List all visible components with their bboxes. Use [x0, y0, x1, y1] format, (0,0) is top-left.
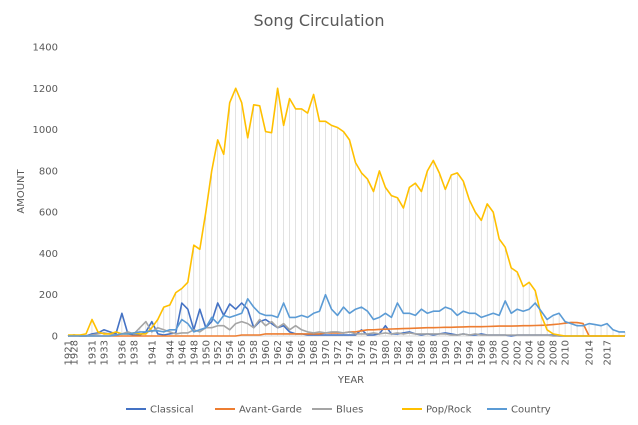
x-tick-label: 1996: [477, 340, 488, 365]
x-tick-label: 1954: [225, 340, 236, 365]
x-tick-label: 1946: [177, 340, 188, 365]
y-axis-ticks: 0 200 400 600 800 1000 1200 1400: [33, 43, 58, 343]
legend-label: Pop/Rock: [426, 405, 472, 416]
x-tick-label: 1974: [345, 340, 356, 365]
x-tick-label: 1944: [165, 340, 176, 365]
x-tick-label: 1958: [249, 340, 260, 365]
x-tick-label: 2017: [603, 340, 614, 365]
y-tick-label: 0: [52, 332, 58, 343]
x-tick-label: 1936: [117, 340, 128, 365]
x-tick-label: 2014: [585, 340, 596, 365]
x-tick-label: 1970: [321, 340, 332, 365]
x-tick-label: 1921: [64, 340, 75, 365]
x-tick-label: 1992: [453, 340, 464, 365]
y-tick-label: 800: [39, 166, 58, 177]
x-tick-label: 1933: [99, 340, 110, 365]
series-line-country: [68, 293, 625, 337]
legend-label: Classical: [150, 405, 194, 416]
x-tick-label: 1994: [465, 340, 476, 365]
drop-lines: [67, 88, 626, 336]
x-tick-label: 1941: [147, 340, 158, 365]
x-tick-label: 1928: [69, 340, 80, 365]
x-tick-label: 1976: [357, 340, 368, 365]
series-line-blues: [67, 318, 625, 337]
x-tick-label: 2004: [525, 340, 536, 365]
x-tick-label: 2000: [501, 340, 512, 365]
x-tick-label: 1982: [393, 340, 404, 365]
x-tick-label: 2008: [549, 340, 560, 365]
x-tick-label: 1990: [441, 340, 452, 365]
x-tick-label: 1952: [213, 340, 224, 365]
x-tick-label: 1964: [285, 340, 296, 365]
y-tick-label: 600: [39, 208, 58, 219]
x-tick-label: 1966: [297, 340, 308, 365]
x-tick-label: 1962: [273, 340, 284, 365]
y-axis-title: AMOUNT: [16, 168, 27, 213]
x-tick-label: 1988: [429, 340, 440, 365]
x-tick-label: 1938: [129, 340, 140, 365]
series-lines: [67, 87, 625, 337]
x-tick-label: 1960: [261, 340, 272, 365]
y-tick-label: 1400: [33, 43, 58, 54]
y-tick-label: 1200: [33, 84, 58, 95]
x-tick-label: 1972: [333, 340, 344, 365]
series-line-pop-rock: [68, 87, 625, 337]
y-tick-label: 400: [39, 249, 58, 260]
chart-title: Song Circulation: [253, 11, 384, 30]
x-tick-label: 2010: [561, 340, 572, 365]
x-tick-label: 1931: [87, 340, 98, 365]
x-tick-label: 1968: [309, 340, 320, 365]
x-tick-label: 2002: [513, 340, 524, 365]
legend-label: Country: [511, 405, 551, 416]
y-tick-label: 1000: [33, 125, 58, 136]
legend-label: Avant-Garde: [239, 405, 302, 416]
x-axis-title: YEAR: [337, 375, 364, 386]
y-tick-label: 200: [39, 290, 58, 301]
x-tick-label: 1980: [381, 340, 392, 365]
x-tick-label: 1950: [201, 340, 212, 365]
x-tick-label: 2006: [537, 340, 548, 365]
x-tick-label: 1998: [489, 340, 500, 365]
x-tick-label: 1986: [417, 340, 428, 365]
legend: Classical Avant-Garde Blues Pop/Rock Country: [126, 405, 551, 416]
x-tick-label: 1984: [405, 340, 416, 365]
legend-label: Blues: [336, 405, 363, 416]
x-tick-label: 1948: [189, 340, 200, 365]
x-tick-label: 1978: [369, 340, 380, 365]
x-tick-label: 1956: [237, 340, 248, 365]
